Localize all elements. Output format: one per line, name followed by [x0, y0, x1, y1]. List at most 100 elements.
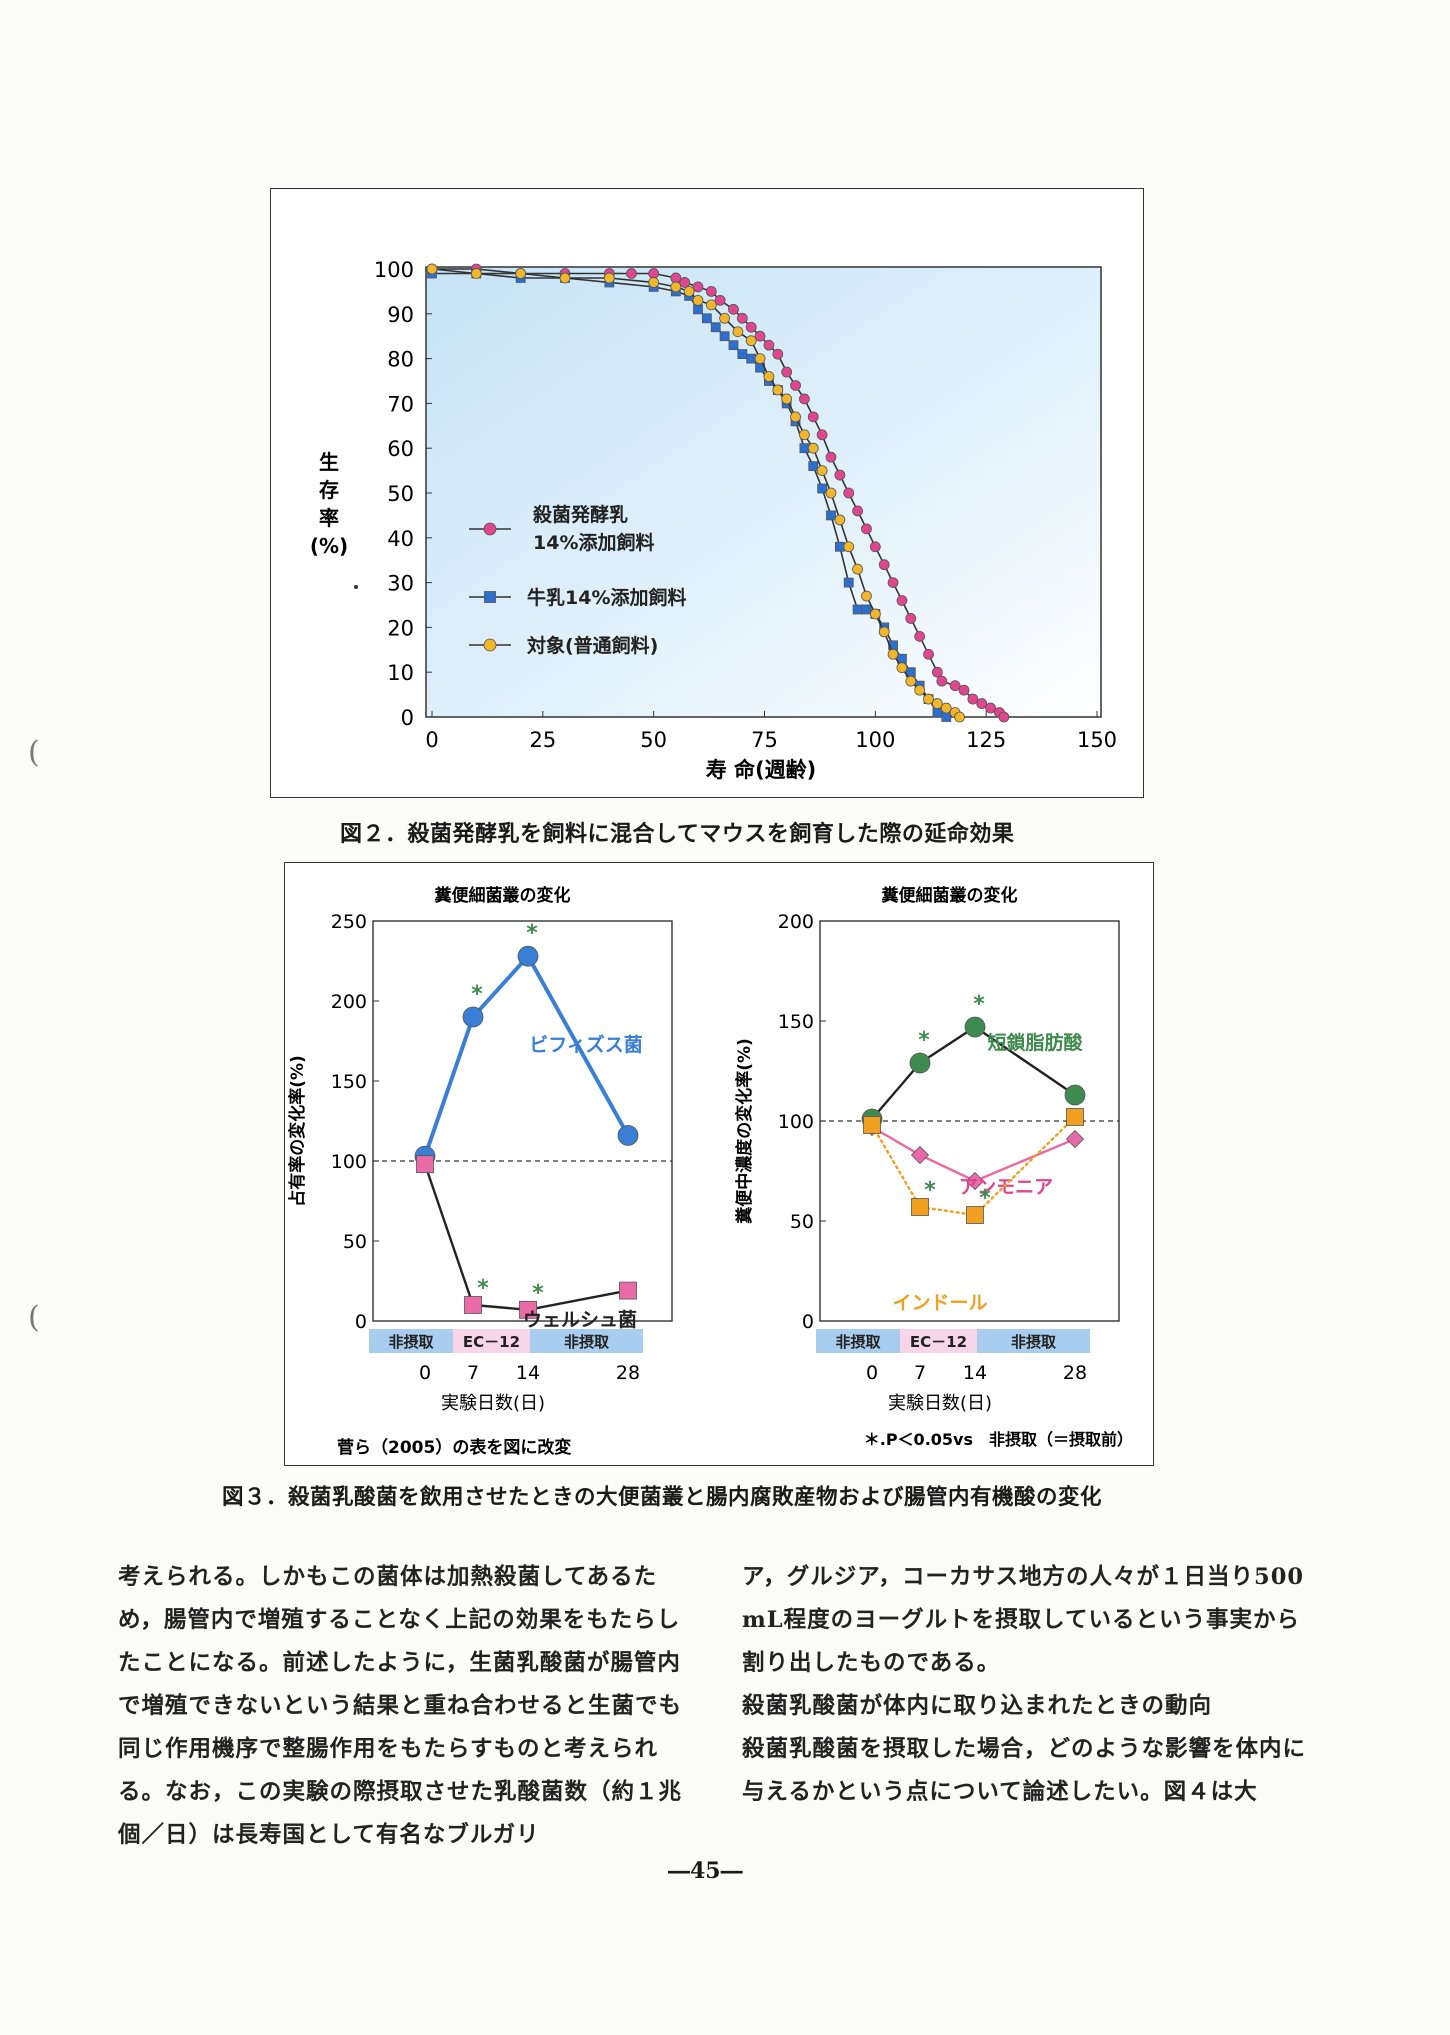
data-point [807, 411, 819, 423]
panel-2: 糞便細菌叢の変化 0 50 100 150 200 糞便中濃度の変化率(%) 非摂取 EC－12… [734, 885, 1120, 1414]
body-column-right: ア，グルジア，コーカサス地方の人々が１日当り500 mL程度のヨーグルトを摂取し… [742, 1556, 1308, 1814]
scan-mark-paren-2: ( [28, 1300, 40, 1335]
series-1: * * [416, 1155, 637, 1319]
figure3-charts: 糞便細菌叢の変化 0 50 100 150 200 250 占有率の変化率(%) 非摂取 EC－1… [287, 885, 1133, 1458]
y-tick-label: 20 [387, 616, 414, 640]
data-point [683, 286, 695, 297]
x-tick-label: 28 [1063, 1362, 1087, 1384]
series-0: ** [861, 992, 1086, 1130]
data-point [781, 366, 793, 378]
data-point [790, 380, 801, 391]
data-point [869, 608, 881, 620]
period-label: 非摂取 [835, 1333, 881, 1351]
significance-asterisk: * [979, 1186, 991, 1211]
series-label: アンモニア [959, 1176, 1053, 1198]
series-line [423, 952, 630, 1159]
data-point [719, 312, 731, 324]
period-label: 非摂取 [564, 1333, 610, 1351]
x-tick-label: 14 [516, 1362, 540, 1384]
data-point [958, 684, 970, 696]
x-tick-label: 7 [467, 1362, 479, 1384]
data-point [966, 1206, 984, 1224]
figure3-frame: 糞便細菌叢の変化 0 50 100 150 200 250 占有率の変化率(%) 非摂取 EC－1… [284, 862, 1154, 1466]
data-point [728, 303, 739, 315]
data-point [464, 1296, 482, 1314]
data-point [462, 1006, 484, 1028]
series-0: ** [414, 921, 639, 1167]
series-line [423, 1163, 630, 1312]
data-point [799, 393, 810, 405]
figure2-frame: 0 10 20 30 40 50 60 70 80 90 100 0 25 50 75 100 125 150 寿 … [270, 188, 1144, 798]
y-tick-label: 0 [355, 1311, 367, 1333]
data-point [941, 712, 952, 722]
data-point [863, 1116, 881, 1134]
data-point [705, 286, 717, 297]
data-point [736, 312, 748, 324]
data-point [861, 523, 872, 535]
data-point [670, 272, 682, 284]
data-point [799, 443, 810, 454]
series-label: 短鎖脂肪酸 [987, 1031, 1083, 1054]
data-point [887, 577, 899, 589]
x-tick-label: 14 [963, 1362, 987, 1384]
data-point [714, 294, 726, 306]
series-label: ビフィズス菌 [529, 1033, 643, 1056]
data-point [807, 442, 819, 454]
period-band [453, 1329, 530, 1353]
data-point [772, 384, 784, 396]
significance-asterisk: * [477, 1276, 489, 1301]
body-paragraph-right-2: 殺菌乳酸菌を摂取した場合，どのような影響を体内に与えるかという点について論述した… [742, 1736, 1307, 1805]
period-label: EC－12 [463, 1333, 520, 1351]
plot-area [372, 920, 673, 1322]
data-point [905, 675, 917, 687]
data-point [861, 604, 872, 615]
data-point [754, 330, 766, 342]
period-label: 非摂取 [1011, 1333, 1057, 1351]
data-point [932, 707, 943, 718]
data-point [692, 294, 704, 306]
y-tick-label: 50 [343, 1231, 367, 1253]
data-point [843, 577, 854, 588]
data-point [416, 1155, 434, 1174]
legend-label: 牛乳14%添加飼料 [527, 586, 686, 609]
series-label: インドール [892, 1292, 987, 1314]
figure2-chart: 0 10 20 30 40 50 60 70 80 90 100 0 25 50 75 100 125 150 寿 … [310, 258, 1117, 782]
y-axis-label: 生存率(%) [310, 450, 348, 558]
x-tick-label: 75 [751, 728, 778, 752]
data-point [878, 626, 890, 638]
section-heading: 殺菌乳酸菌が体内に取り込まれたときの動向 [742, 1693, 1213, 1719]
data-point [911, 1198, 929, 1216]
data-point [932, 666, 943, 678]
data-point [816, 465, 828, 477]
data-point [834, 469, 846, 481]
x-tick-label: 0 [866, 1362, 878, 1384]
y-tick-label: 100 [374, 258, 414, 282]
data-point [834, 541, 845, 552]
y-tick-label: 250 [331, 911, 367, 933]
x-axis-label: 実験日数(日) [441, 1393, 545, 1414]
data-point [772, 348, 784, 360]
data-point [808, 461, 819, 472]
y-tick-label: 90 [387, 303, 414, 327]
period-band [816, 1329, 900, 1353]
data-point [914, 684, 926, 696]
data-point [710, 322, 721, 333]
data-point [648, 268, 660, 279]
data-point [719, 331, 730, 342]
data-point [1065, 1129, 1085, 1149]
significance-asterisk: * [526, 921, 538, 946]
period-band [530, 1329, 643, 1353]
data-point [878, 559, 890, 571]
data-point [619, 1281, 637, 1300]
data-point [693, 304, 703, 315]
x-tick-label: 50 [640, 728, 667, 752]
data-point [834, 514, 846, 526]
data-point [896, 595, 908, 606]
significance-asterisk: * [973, 992, 985, 1017]
data-point [692, 281, 704, 293]
data-point [954, 711, 965, 723]
x-tick-label: 0 [419, 1362, 431, 1384]
data-point [976, 698, 988, 709]
data-point [763, 339, 775, 351]
data-point [728, 340, 739, 351]
